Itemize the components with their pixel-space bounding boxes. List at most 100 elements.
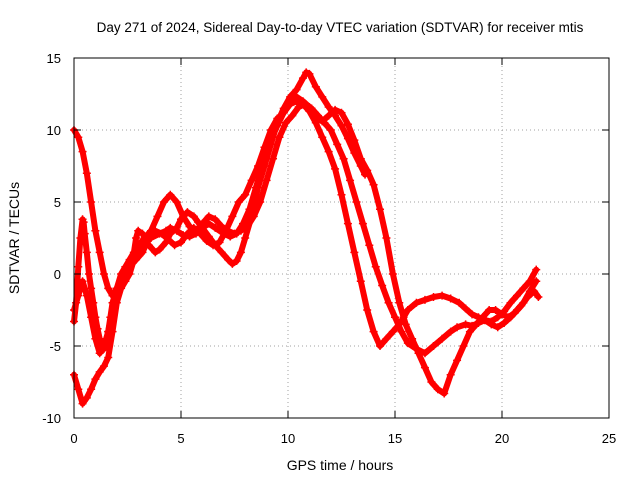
y-tick-label: 15 xyxy=(47,51,61,66)
data-point-track-1 xyxy=(79,218,88,227)
data-point-track-3 xyxy=(403,339,412,348)
data-point-track-2 xyxy=(403,306,412,314)
data-point-track-2 xyxy=(311,118,320,127)
data-point-track-3 xyxy=(391,313,399,322)
data-point-track-3 xyxy=(446,327,455,336)
data-point-track-4 xyxy=(356,154,365,163)
data-point-track-4 xyxy=(465,327,474,336)
data-point-track-2 xyxy=(356,277,365,286)
data-point-track-3 xyxy=(262,176,271,185)
data-point-track-4 xyxy=(78,277,87,286)
data-point-track-4 xyxy=(298,97,307,106)
data-point-track-4 xyxy=(183,229,192,238)
data-point-track-3 xyxy=(461,320,470,329)
data-point-track-3 xyxy=(236,226,245,235)
data-point-track-3 xyxy=(230,229,239,238)
data-point-track-4 xyxy=(241,190,250,199)
data-point-track-3 xyxy=(429,342,438,350)
y-tick-label: -10 xyxy=(42,411,61,426)
data-point-track-2 xyxy=(82,393,91,402)
data-point-track-4 xyxy=(132,255,141,264)
data-point-track-3 xyxy=(249,212,258,221)
data-point-track-1 xyxy=(189,212,198,221)
data-point-track-3 xyxy=(378,281,387,290)
data-point-track-3 xyxy=(294,102,303,111)
data-point-track-3 xyxy=(153,212,162,221)
data-point-track-2 xyxy=(446,294,455,303)
plot-frame xyxy=(73,57,610,419)
data-point-track-1 xyxy=(311,82,320,91)
data-point-track-4 xyxy=(318,117,327,126)
data-point-track-3 xyxy=(217,222,226,231)
data-point-track-3 xyxy=(166,190,175,199)
data-point-track-4 xyxy=(337,108,346,117)
data-point-track-4 xyxy=(388,270,397,278)
data-point-track-1 xyxy=(217,248,226,257)
data-point-track-4 xyxy=(382,234,391,242)
data-point-track-2 xyxy=(363,306,372,314)
data-point-track-3 xyxy=(281,118,290,127)
data-point-track-3 xyxy=(487,320,496,329)
data-point-track-4 xyxy=(95,349,104,358)
axis-ticks: 0 5 10 15 20 25 -10 -5 0 5 10 15 xyxy=(42,51,616,446)
data-point-track-4 xyxy=(376,205,385,214)
data-point-track-1 xyxy=(292,85,301,94)
data-point-track-3 xyxy=(256,198,265,206)
data-point-track-3 xyxy=(129,248,138,257)
data-point-track-3 xyxy=(326,126,335,134)
data-point-track-2 xyxy=(343,219,352,228)
data-point-track-1 xyxy=(183,208,192,217)
data-point-track-3 xyxy=(87,198,96,206)
data-point-track-4 xyxy=(534,293,543,302)
data-point-track-4 xyxy=(292,92,301,101)
data-point-track-4 xyxy=(498,310,506,319)
data-point-track-2 xyxy=(382,334,391,343)
data-point-track-3 xyxy=(397,327,406,336)
data-point-track-2 xyxy=(91,375,100,384)
data-point-track-3 xyxy=(78,147,87,156)
data-point-track-4 xyxy=(196,229,205,238)
data-point-track-4 xyxy=(408,334,417,343)
data-point-track-2 xyxy=(412,298,421,307)
data-point-track-4 xyxy=(119,270,128,278)
data-point-track-4 xyxy=(459,342,468,350)
data-point-track-4 xyxy=(363,166,372,175)
data-point-track-2 xyxy=(461,304,470,313)
data-point-track-4 xyxy=(530,287,539,296)
data-point-track-2 xyxy=(438,291,447,300)
data-point-track-2 xyxy=(420,295,429,304)
data-point-track-4 xyxy=(151,226,160,235)
data-point-track-4 xyxy=(164,235,173,244)
x-tick-label: 10 xyxy=(281,431,295,446)
x-tick-label: 25 xyxy=(602,431,616,446)
y-tick-label: -5 xyxy=(49,339,61,354)
data-point-track-1 xyxy=(76,234,85,242)
data-point-track-4 xyxy=(266,126,275,134)
data-point-track-4 xyxy=(279,108,288,117)
data-point-track-4 xyxy=(138,248,147,257)
data-point-track-3 xyxy=(453,323,462,332)
data-point-track-4 xyxy=(401,320,410,329)
data-point-track-3 xyxy=(358,219,367,228)
data-point-track-3 xyxy=(275,133,284,142)
data-point-track-2 xyxy=(388,327,397,336)
data-point-track-4 xyxy=(108,306,117,314)
data-point-track-4 xyxy=(504,313,513,322)
data-point-track-4 xyxy=(472,320,481,329)
data-point-track-2 xyxy=(318,133,327,142)
data-point-track-1 xyxy=(155,245,164,254)
data-point-track-4 xyxy=(440,389,449,398)
data-point-track-4 xyxy=(324,111,333,120)
data-point-track-1 xyxy=(228,259,237,268)
series-track-4 xyxy=(71,93,542,397)
data-point-track-3 xyxy=(95,248,104,257)
data-point-track-4 xyxy=(427,378,436,386)
data-point-track-1 xyxy=(84,270,93,278)
data-point-track-3 xyxy=(74,133,83,142)
data-point-track-4 xyxy=(144,234,153,242)
data-point-track-2 xyxy=(350,248,359,257)
data-point-track-4 xyxy=(247,176,256,185)
data-point-track-4 xyxy=(343,120,352,129)
data-point-track-2 xyxy=(468,310,477,319)
data-point-track-3 xyxy=(352,198,361,206)
